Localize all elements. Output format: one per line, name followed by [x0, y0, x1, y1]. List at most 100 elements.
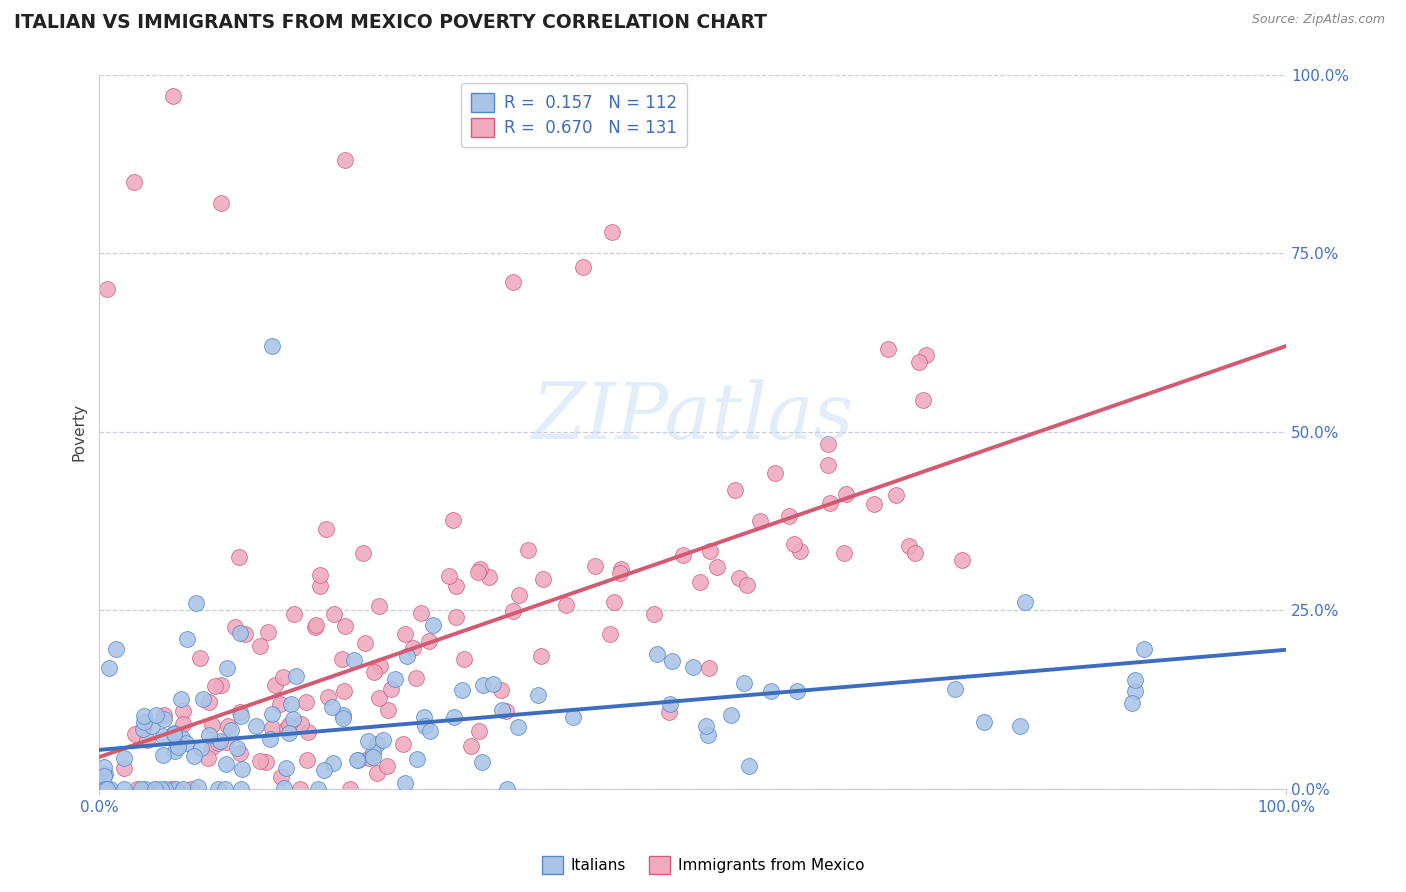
Point	[201, 718, 224, 732]
Point	[277, 718, 299, 732]
Point	[190, 740, 212, 755]
Point	[259, 732, 281, 747]
Point	[554, 598, 576, 612]
Point	[278, 726, 301, 740]
Point	[405, 752, 427, 766]
Point	[370, 659, 392, 673]
Point	[215, 756, 238, 771]
Point	[170, 731, 193, 745]
Point	[748, 514, 770, 528]
Point	[97, 661, 120, 675]
Point	[502, 605, 524, 619]
Point	[281, 712, 304, 726]
Point	[209, 196, 232, 211]
Point	[444, 610, 467, 624]
Point	[411, 607, 433, 621]
Point	[342, 652, 364, 666]
Point	[779, 508, 801, 523]
Point	[720, 708, 742, 723]
Point	[94, 766, 117, 780]
Point	[160, 782, 183, 797]
Point	[735, 578, 758, 592]
Point	[276, 722, 298, 736]
Text: ITALIAN VS IMMIGRANTS FROM MEXICO POVERTY CORRELATION CHART: ITALIAN VS IMMIGRANTS FROM MEXICO POVERT…	[14, 13, 768, 32]
Point	[368, 599, 391, 613]
Point	[197, 750, 219, 764]
Point	[295, 695, 318, 709]
Point	[470, 562, 492, 576]
Point	[172, 717, 194, 731]
Point	[346, 753, 368, 767]
Point	[229, 626, 252, 640]
Point	[375, 758, 398, 772]
Point	[724, 483, 747, 497]
Point	[394, 776, 416, 790]
Point	[93, 769, 115, 783]
Point	[384, 672, 406, 686]
Point	[315, 522, 337, 536]
Point	[450, 682, 472, 697]
Point	[496, 782, 519, 797]
Point	[304, 619, 326, 633]
Point	[197, 695, 219, 709]
Point	[257, 625, 280, 640]
Point	[134, 782, 156, 797]
Point	[112, 761, 135, 775]
Point	[876, 342, 898, 356]
Point	[225, 741, 247, 756]
Point	[321, 699, 343, 714]
Point	[214, 782, 236, 797]
Point	[285, 669, 308, 683]
Point	[93, 759, 115, 773]
Point	[886, 488, 908, 502]
Point	[392, 737, 415, 751]
Point	[290, 717, 312, 731]
Point	[897, 539, 920, 553]
Point	[211, 677, 233, 691]
Point	[332, 707, 354, 722]
Point	[530, 648, 553, 663]
Point	[198, 728, 221, 742]
Point	[260, 339, 283, 353]
Point	[228, 746, 250, 760]
Point	[482, 676, 505, 690]
Point	[135, 732, 157, 747]
Point	[124, 727, 146, 741]
Point	[188, 651, 211, 665]
Point	[763, 466, 786, 480]
Point	[1014, 595, 1036, 609]
Point	[288, 782, 311, 797]
Point	[153, 782, 176, 797]
Point	[176, 632, 198, 646]
Point	[733, 675, 755, 690]
Point	[129, 782, 152, 797]
Point	[231, 762, 253, 776]
Point	[380, 682, 402, 697]
Point	[297, 753, 319, 767]
Point	[191, 692, 214, 706]
Point	[502, 275, 524, 289]
Point	[658, 706, 681, 720]
Point	[217, 660, 239, 674]
Point	[759, 683, 782, 698]
Point	[363, 665, 385, 680]
Point	[233, 627, 256, 641]
Point	[943, 681, 966, 696]
Point	[353, 547, 375, 561]
Point	[339, 782, 361, 797]
Point	[183, 749, 205, 764]
Point	[366, 737, 388, 751]
Point	[254, 755, 277, 769]
Point	[478, 570, 501, 584]
Point	[904, 546, 927, 560]
Point	[737, 759, 759, 773]
Point	[609, 566, 631, 580]
Point	[834, 546, 856, 560]
Point	[491, 703, 513, 717]
Point	[269, 697, 291, 711]
Point	[98, 782, 121, 797]
Point	[453, 652, 475, 666]
Point	[112, 782, 135, 797]
Point	[862, 497, 884, 511]
Point	[187, 780, 209, 795]
